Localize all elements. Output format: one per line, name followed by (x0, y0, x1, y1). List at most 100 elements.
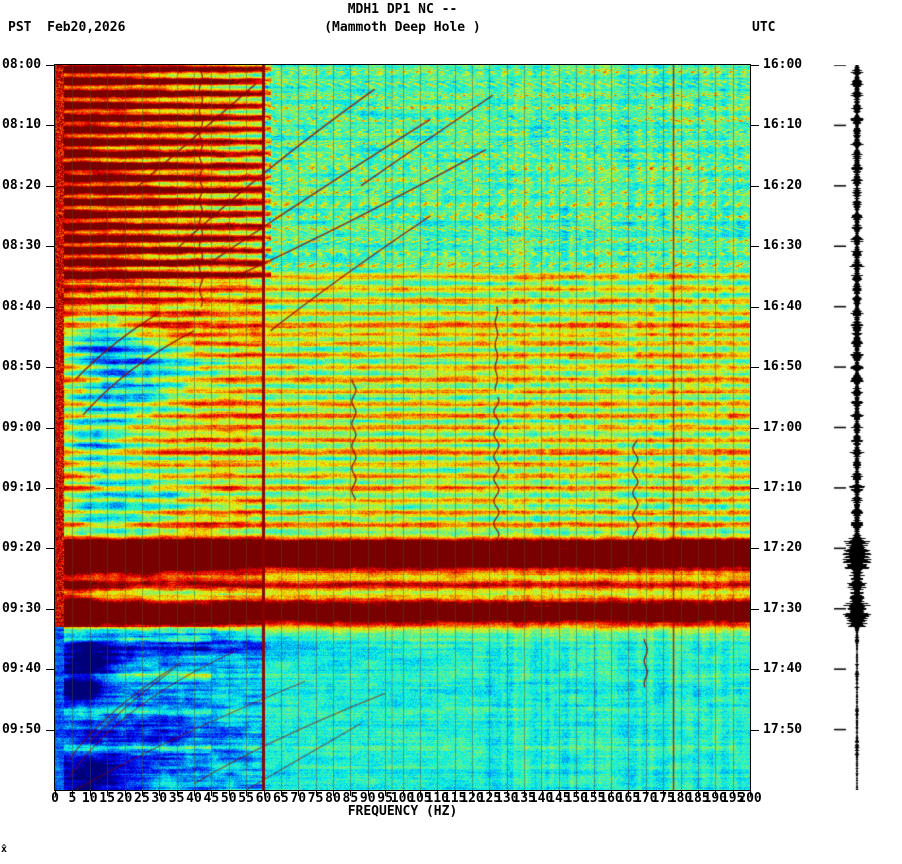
freq-tick-label: 70 (290, 791, 307, 806)
freq-tick-label: 165 (616, 791, 641, 806)
utc-tick-label: 17:00 (763, 419, 803, 435)
freq-tick-mark (506, 791, 508, 796)
freq-tick-mark (680, 791, 682, 796)
freq-tick-label: 190 (703, 791, 727, 806)
freq-tick-label: 20 (116, 791, 133, 806)
freq-tick-label: 125 (477, 791, 502, 806)
utc-tick-mark (751, 65, 759, 66)
pst-tick-mark (46, 427, 54, 429)
pst-tick-mark (46, 185, 54, 187)
freq-tick-label: 200 (738, 791, 762, 806)
utc-tick-mark (751, 548, 759, 550)
pst-tick-label: 09:50 (2, 721, 42, 737)
utc-tick-label: 17:10 (763, 479, 803, 495)
pst-tick-label: 09:40 (2, 661, 42, 677)
freq-tick-label: 130 (495, 791, 519, 806)
freq-tick-mark (454, 791, 456, 796)
freq-tick-label: 175 (651, 791, 675, 806)
utc-tick-mark (751, 185, 759, 187)
utc-tick-label: 17:40 (763, 661, 803, 677)
pst-tick-mark (46, 487, 54, 489)
freq-tick-label: 0 (51, 791, 59, 806)
freq-tick-mark (263, 791, 265, 796)
freq-tick-mark (732, 791, 734, 796)
freq-tick-label: 25 (134, 791, 150, 806)
utc-tick-label: 16:40 (763, 298, 803, 314)
freq-tick-label: 55 (238, 791, 254, 806)
corner-note: x̂ (1, 844, 8, 855)
freq-tick-mark (419, 791, 421, 796)
spectrogram-heatmap (54, 64, 751, 791)
freq-tick-label: 120 (460, 791, 484, 806)
frequency-axis-title: FREQUENCY (HZ) (347, 804, 458, 819)
pst-tick-label: 08:00 (2, 57, 42, 72)
freq-tick-label: 150 (564, 791, 588, 806)
utc-tick-label: 16:30 (763, 238, 803, 254)
freq-tick-label: 50 (220, 791, 237, 806)
pst-tick-mark (46, 306, 54, 308)
freq-tick-mark (437, 791, 439, 796)
freq-tick-mark (211, 791, 213, 796)
freq-tick-label: 105 (408, 791, 432, 806)
utc-tick-mark (751, 125, 759, 127)
freq-tick-mark (280, 791, 282, 796)
freq-tick-mark (715, 791, 717, 796)
freq-tick-mark (593, 791, 595, 796)
pst-tick-label: 09:00 (2, 419, 42, 435)
seismogram-trace (822, 65, 898, 790)
freq-tick-mark (315, 791, 317, 796)
page-subtitle: (Mammoth Deep Hole ) (324, 20, 481, 35)
freq-tick-mark (159, 791, 161, 796)
freq-tick-label: 35 (168, 791, 185, 806)
freq-tick-label: 195 (720, 791, 745, 806)
utc-tick-label: 16:00 (763, 57, 803, 72)
freq-tick-mark (697, 791, 699, 796)
freq-tick-label: 10 (81, 791, 98, 806)
pst-tick-label: 09:20 (2, 540, 42, 556)
freq-tick-label: 115 (442, 791, 467, 806)
freq-tick-mark (645, 791, 647, 796)
freq-tick-label: 145 (547, 791, 571, 806)
utc-tick-mark (751, 367, 759, 369)
freq-tick-label: 95 (377, 791, 393, 806)
utc-label: UTC (752, 20, 776, 35)
freq-tick-mark (333, 791, 334, 796)
pst-tick-mark (46, 548, 54, 550)
freq-tick-label: 85 (342, 791, 359, 806)
pst-tick-label: 08:10 (2, 117, 42, 133)
utc-tick-mark (751, 246, 759, 248)
freq-tick-label: 135 (512, 791, 536, 806)
freq-tick-label: 65 (273, 791, 289, 806)
utc-tick-mark (751, 729, 759, 731)
utc-tick-label: 17:50 (763, 721, 803, 737)
freq-tick-mark (385, 791, 387, 796)
pst-date-label: PST Feb20,2026 (8, 20, 126, 35)
freq-tick-mark (541, 791, 543, 796)
utc-tick-label: 16:10 (763, 117, 803, 133)
freq-tick-mark (72, 791, 74, 796)
freq-tick-mark (176, 791, 178, 796)
pst-tick-mark (46, 367, 54, 369)
freq-tick-mark (750, 791, 751, 796)
freq-tick-label: 180 (668, 791, 693, 806)
pst-tick-mark (46, 125, 54, 127)
utc-tick-label: 17:30 (763, 600, 803, 616)
freq-tick-label: 80 (325, 791, 341, 806)
freq-tick-mark (298, 791, 300, 796)
freq-tick-label: 5 (68, 791, 77, 806)
pst-tick-mark (46, 729, 54, 731)
utc-tick-mark (751, 669, 759, 671)
freq-tick-label: 90 (359, 791, 376, 806)
pst-tick-label: 08:20 (2, 177, 42, 193)
utc-tick-label: 17:20 (763, 540, 803, 556)
pst-tick-mark (46, 669, 54, 671)
freq-tick-label: 40 (186, 791, 202, 806)
freq-tick-mark (524, 791, 526, 796)
freq-tick-mark (402, 791, 404, 796)
freq-tick-mark (141, 791, 143, 796)
freq-tick-mark (628, 791, 630, 796)
pst-tick-mark (46, 246, 54, 248)
freq-tick-label: 45 (203, 791, 220, 806)
utc-tick-mark (751, 487, 759, 489)
